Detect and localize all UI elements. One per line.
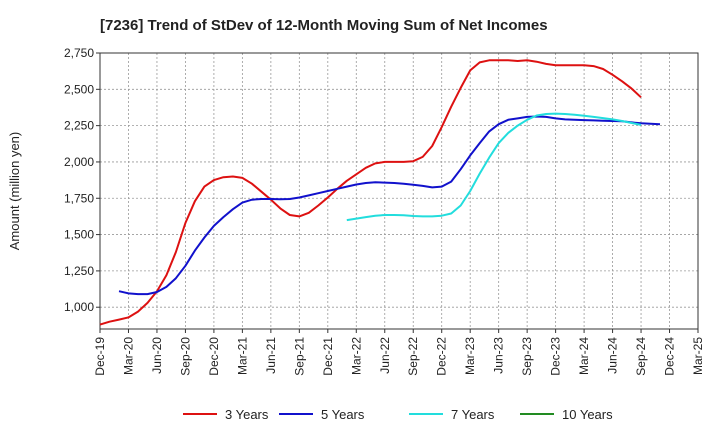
x-tick-label: Jun-24 <box>606 337 620 374</box>
x-tick-label: Mar-25 <box>691 337 705 375</box>
grid <box>99 52 699 329</box>
series-line-7-years <box>346 112 642 222</box>
x-tick-label: Dec-20 <box>207 337 221 376</box>
y-tick-label: 2,500 <box>64 82 94 96</box>
legend-label: 5 Years <box>321 407 365 422</box>
x-tick-label: Jun-21 <box>264 337 278 374</box>
legend: 3 Years 5 Years 7 Years 10 Years <box>183 407 613 422</box>
x-tick-label: Dec-23 <box>549 337 563 376</box>
x-axis: Dec-19 Mar-20 Jun-20 Sep-20 Dec-20 Mar-21 Jun-… <box>93 329 705 376</box>
x-tick-label: Jun-20 <box>150 337 164 374</box>
x-tick-label: Mar-22 <box>349 337 363 375</box>
y-tick-label: 2,000 <box>64 155 94 169</box>
y-tick-label: 1,750 <box>64 191 94 205</box>
legend-label: 3 Years <box>225 407 269 422</box>
y-tick-label: 1,250 <box>64 264 94 278</box>
x-tick-label: Mar-21 <box>235 337 249 375</box>
x-tick-label: Mar-23 <box>463 337 477 375</box>
y-tick-label: 2,750 <box>64 46 94 60</box>
x-tick-label: Jun-23 <box>492 337 506 374</box>
y-tick-label: 1,000 <box>64 300 94 314</box>
x-tick-label: Mar-24 <box>577 337 591 375</box>
x-tick-label: Sep-21 <box>292 337 306 376</box>
chart-title: [7236] Trend of StDev of 12-Month Moving… <box>100 17 548 34</box>
x-tick-label: Dec-19 <box>93 337 107 376</box>
series-line-3-years <box>99 59 642 326</box>
series-group <box>99 59 661 326</box>
x-tick-label: Mar-20 <box>121 337 135 375</box>
x-tick-label: Jun-22 <box>378 337 392 374</box>
plot-area-border <box>99 52 699 330</box>
y-tick-label: 2,250 <box>64 119 94 133</box>
x-tick-label: Sep-22 <box>406 337 420 376</box>
legend-label: 7 Years <box>451 407 495 422</box>
y-axis: 1,000 1,250 1,500 1,750 2,000 2,250 2,500 2,750 <box>64 46 100 314</box>
x-tick-label: Dec-21 <box>321 337 335 376</box>
series-line-5-years <box>118 115 661 296</box>
y-tick-label: 1,500 <box>64 228 94 242</box>
x-tick-label: Sep-24 <box>634 337 648 376</box>
y-axis-label: Amount (million yen) <box>7 132 22 251</box>
x-tick-label: Sep-20 <box>178 337 192 376</box>
x-tick-label: Sep-23 <box>520 337 534 376</box>
x-tick-label: Dec-24 <box>663 337 677 376</box>
x-tick-label: Dec-22 <box>435 337 449 376</box>
legend-label: 10 Years <box>562 407 613 422</box>
